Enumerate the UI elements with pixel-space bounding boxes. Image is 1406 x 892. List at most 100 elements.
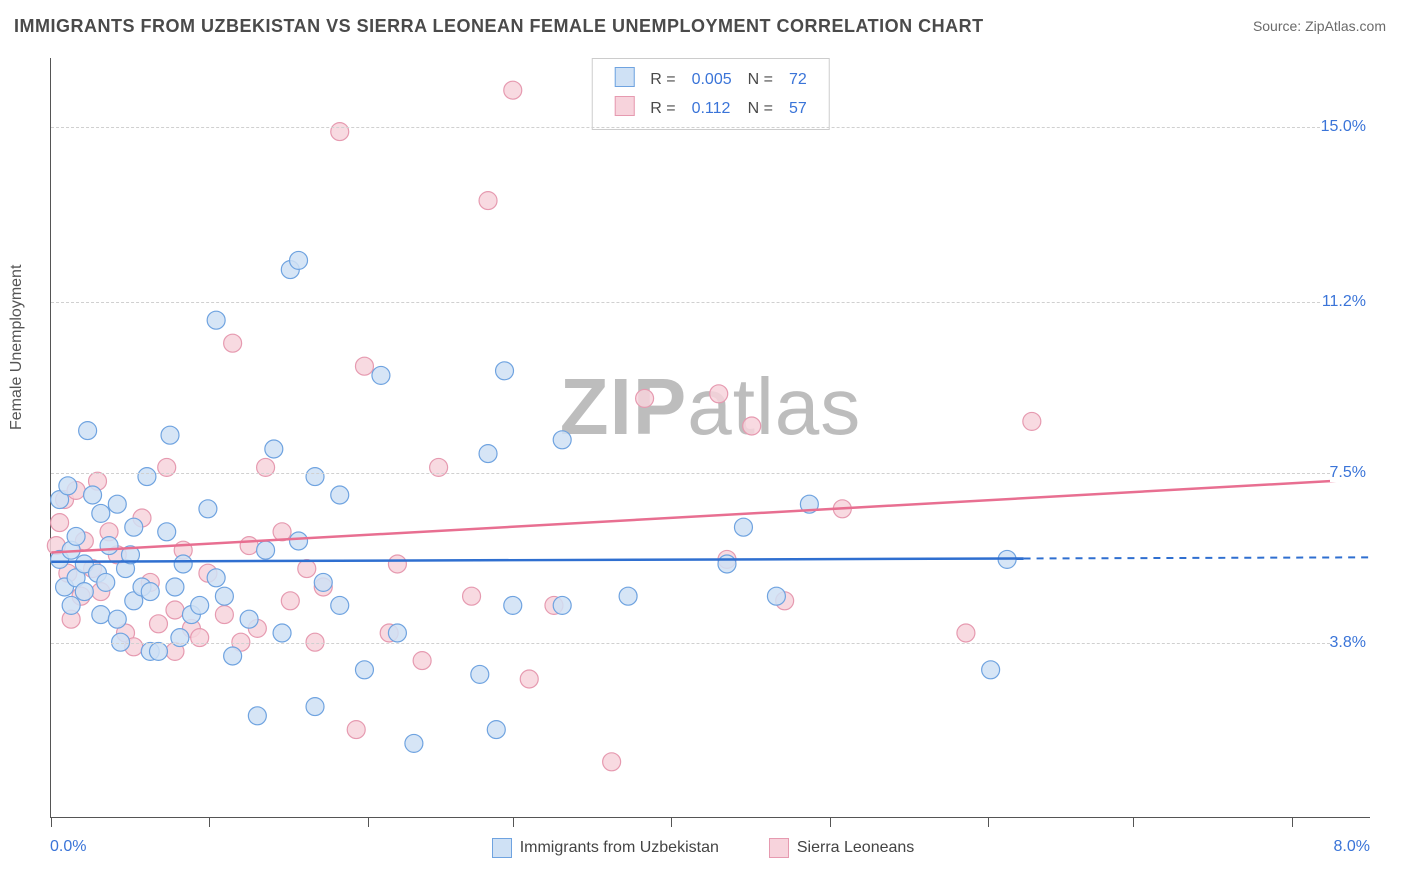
legend-r-label: R = [642, 65, 683, 94]
plot-area: ZIPatlas R = 0.005 N = 72 R = 0.112 N = … [50, 58, 1370, 818]
data-point-sierra [240, 537, 258, 555]
chart-svg [51, 58, 1370, 817]
data-point-uzbekistan [331, 596, 349, 614]
y-tick-label: 7.5% [1330, 464, 1372, 482]
data-point-uzbekistan [306, 698, 324, 716]
data-point-sierra [158, 458, 176, 476]
y-axis-label: Female Unemployment [8, 265, 26, 430]
x-tick [671, 817, 672, 827]
data-point-uzbekistan [207, 569, 225, 587]
data-point-sierra [479, 192, 497, 210]
y-tick-label: 15.0% [1321, 118, 1372, 136]
trend-line-uzbekistan [51, 558, 1023, 561]
legend-n-label: N = [740, 65, 781, 94]
data-point-sierra [51, 514, 69, 532]
source-attribution: Source: ZipAtlas.com [1253, 18, 1386, 34]
data-point-uzbekistan [84, 486, 102, 504]
legend-label-sierra: Sierra Leoneans [797, 839, 914, 857]
legend-swatch-sierra [614, 96, 634, 116]
x-tick [51, 817, 52, 827]
data-point-sierra [347, 721, 365, 739]
data-point-uzbekistan [199, 500, 217, 518]
chart-title: IMMIGRANTS FROM UZBEKISTAN VS SIERRA LEO… [14, 16, 984, 37]
data-point-uzbekistan [471, 665, 489, 683]
data-point-uzbekistan [174, 555, 192, 573]
data-point-uzbekistan [504, 596, 522, 614]
x-tick [1133, 817, 1134, 827]
data-point-sierra [224, 334, 242, 352]
data-point-sierra [257, 458, 275, 476]
data-point-uzbekistan [92, 504, 110, 522]
data-point-uzbekistan [767, 587, 785, 605]
x-tick [1292, 817, 1293, 827]
data-point-uzbekistan [388, 624, 406, 642]
source-name: ZipAtlas.com [1305, 18, 1386, 34]
data-point-sierra [281, 592, 299, 610]
data-point-sierra [331, 123, 349, 141]
data-point-uzbekistan [290, 251, 308, 269]
data-point-uzbekistan [240, 610, 258, 628]
legend-row-sierra: R = 0.112 N = 57 [606, 94, 815, 123]
data-point-uzbekistan [207, 311, 225, 329]
data-point-uzbekistan [734, 518, 752, 536]
data-point-uzbekistan [553, 596, 571, 614]
data-point-uzbekistan [75, 583, 93, 601]
data-point-uzbekistan [355, 661, 373, 679]
data-point-sierra [388, 555, 406, 573]
data-point-uzbekistan [108, 610, 126, 628]
x-tick [513, 817, 514, 827]
data-point-uzbekistan [314, 573, 332, 591]
data-point-sierra [166, 601, 184, 619]
gridline [51, 643, 1370, 644]
data-point-uzbekistan [62, 596, 80, 614]
data-point-uzbekistan [108, 495, 126, 513]
data-point-uzbekistan [149, 642, 167, 660]
legend-item-sierra: Sierra Leoneans [769, 838, 914, 858]
data-point-uzbekistan [487, 721, 505, 739]
gridline [51, 302, 1370, 303]
source-label: Source: [1253, 18, 1301, 34]
legend-swatch-sierra [769, 838, 789, 858]
legend-r-value-uzbekistan: 0.005 [684, 65, 740, 94]
data-point-uzbekistan [125, 518, 143, 536]
data-point-sierra [463, 587, 481, 605]
data-point-uzbekistan [257, 541, 275, 559]
x-tick [368, 817, 369, 827]
data-point-sierra [636, 389, 654, 407]
data-point-uzbekistan [92, 606, 110, 624]
data-point-uzbekistan [224, 647, 242, 665]
legend-r-label: R = [642, 94, 683, 123]
data-point-uzbekistan [982, 661, 1000, 679]
data-point-uzbekistan [166, 578, 184, 596]
data-point-sierra [430, 458, 448, 476]
legend-row-uzbekistan: R = 0.005 N = 72 [606, 65, 815, 94]
data-point-uzbekistan [331, 486, 349, 504]
data-point-uzbekistan [372, 366, 390, 384]
gridline [51, 127, 1370, 128]
correlation-legend: R = 0.005 N = 72 R = 0.112 N = 57 [591, 58, 830, 130]
data-point-sierra [743, 417, 761, 435]
data-point-sierra [413, 652, 431, 670]
legend-n-label: N = [740, 94, 781, 123]
legend-label-uzbekistan: Immigrants from Uzbekistan [520, 839, 719, 857]
data-point-sierra [520, 670, 538, 688]
data-point-sierra [298, 560, 316, 578]
data-point-sierra [957, 624, 975, 642]
legend-n-value-sierra: 57 [781, 94, 815, 123]
data-point-uzbekistan [248, 707, 266, 725]
data-point-uzbekistan [215, 587, 233, 605]
data-point-uzbekistan [141, 583, 159, 601]
data-point-uzbekistan [100, 537, 118, 555]
data-point-uzbekistan [161, 426, 179, 444]
y-tick-label: 11.2% [1322, 293, 1372, 311]
data-point-uzbekistan [59, 477, 77, 495]
data-point-uzbekistan [67, 527, 85, 545]
data-point-sierra [1023, 412, 1041, 430]
data-point-uzbekistan [158, 523, 176, 541]
x-tick [209, 817, 210, 827]
data-point-uzbekistan [619, 587, 637, 605]
legend-swatch-uzbekistan [492, 838, 512, 858]
legend-n-value-uzbekistan: 72 [781, 65, 815, 94]
data-point-uzbekistan [265, 440, 283, 458]
data-point-sierra [149, 615, 167, 633]
